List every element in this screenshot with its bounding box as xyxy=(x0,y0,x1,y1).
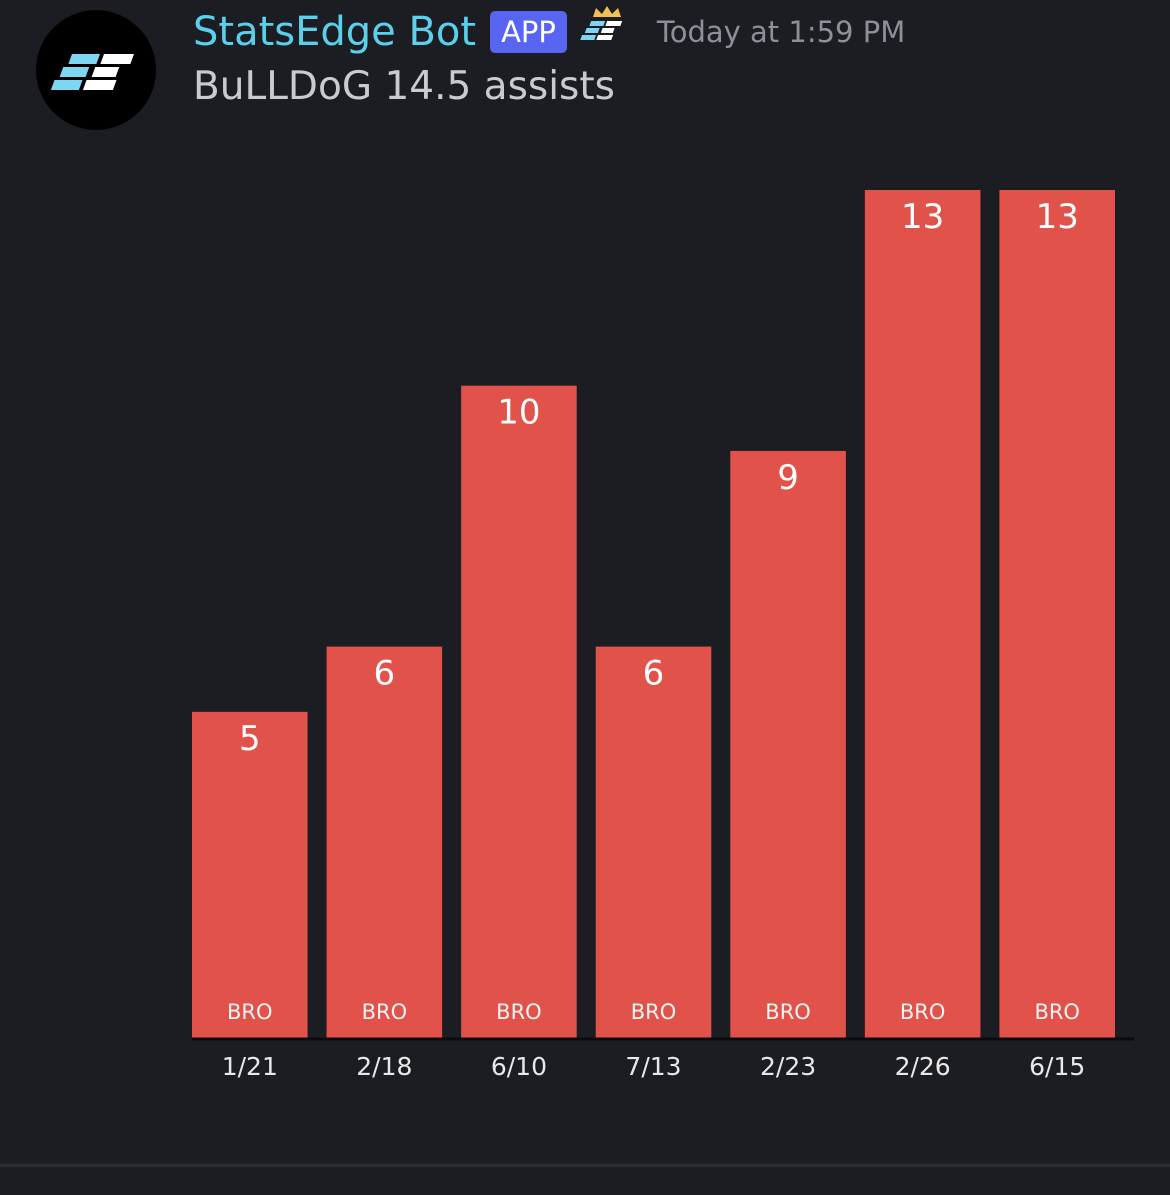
x-tick-label: 2/18 xyxy=(356,1052,412,1081)
x-tick-label: 6/15 xyxy=(1029,1052,1085,1081)
bar-opponent-label: BRO xyxy=(765,1000,811,1024)
author-name[interactable]: StatsEdge Bot xyxy=(193,9,477,55)
statsedge-logo-icon xyxy=(50,54,134,90)
bar-opponent-label: BRO xyxy=(1034,1000,1080,1024)
bar xyxy=(192,711,308,1038)
app-badge: APP xyxy=(490,11,567,53)
bar-value-label: 9 xyxy=(777,458,799,498)
bar-value-label: 6 xyxy=(643,654,665,694)
bar xyxy=(326,646,443,1038)
bar xyxy=(730,450,846,1038)
x-tick-label: 2/26 xyxy=(895,1052,951,1081)
bar-opponent-label: BRO xyxy=(631,1000,677,1024)
message-divider xyxy=(0,1164,1170,1167)
bar-value-label: 13 xyxy=(1036,197,1079,237)
timestamp[interactable]: Today at 1:59 PM xyxy=(656,14,906,49)
server-tag[interactable] xyxy=(579,5,635,47)
x-tick-label: 7/13 xyxy=(625,1052,681,1081)
bar-opponent-label: BRO xyxy=(900,1000,946,1024)
bar xyxy=(595,646,712,1038)
bar-value-label: 13 xyxy=(901,197,944,237)
bar xyxy=(461,385,577,1038)
bar-value-label: 6 xyxy=(374,654,396,694)
x-tick-label: 6/10 xyxy=(491,1052,547,1081)
bar-value-label: 5 xyxy=(239,719,261,759)
bar-opponent-label: BRO xyxy=(227,1000,273,1024)
x-tick-label: 2/23 xyxy=(760,1052,816,1081)
bar xyxy=(999,190,1115,1038)
bot-avatar[interactable] xyxy=(36,10,156,130)
x-tick-label: 1/21 xyxy=(222,1052,278,1081)
crowned-statsedge-logo-icon xyxy=(580,6,623,40)
bar-value-label: 10 xyxy=(497,393,540,433)
bar-opponent-label: BRO xyxy=(496,1000,542,1024)
bar-opponent-label: BRO xyxy=(362,1000,408,1024)
message-header: StatsEdge Bot APP Today at 1:59 PM xyxy=(193,4,905,60)
message-content: BuLLDoG 14.5 assists xyxy=(193,64,615,109)
bar xyxy=(864,190,981,1038)
